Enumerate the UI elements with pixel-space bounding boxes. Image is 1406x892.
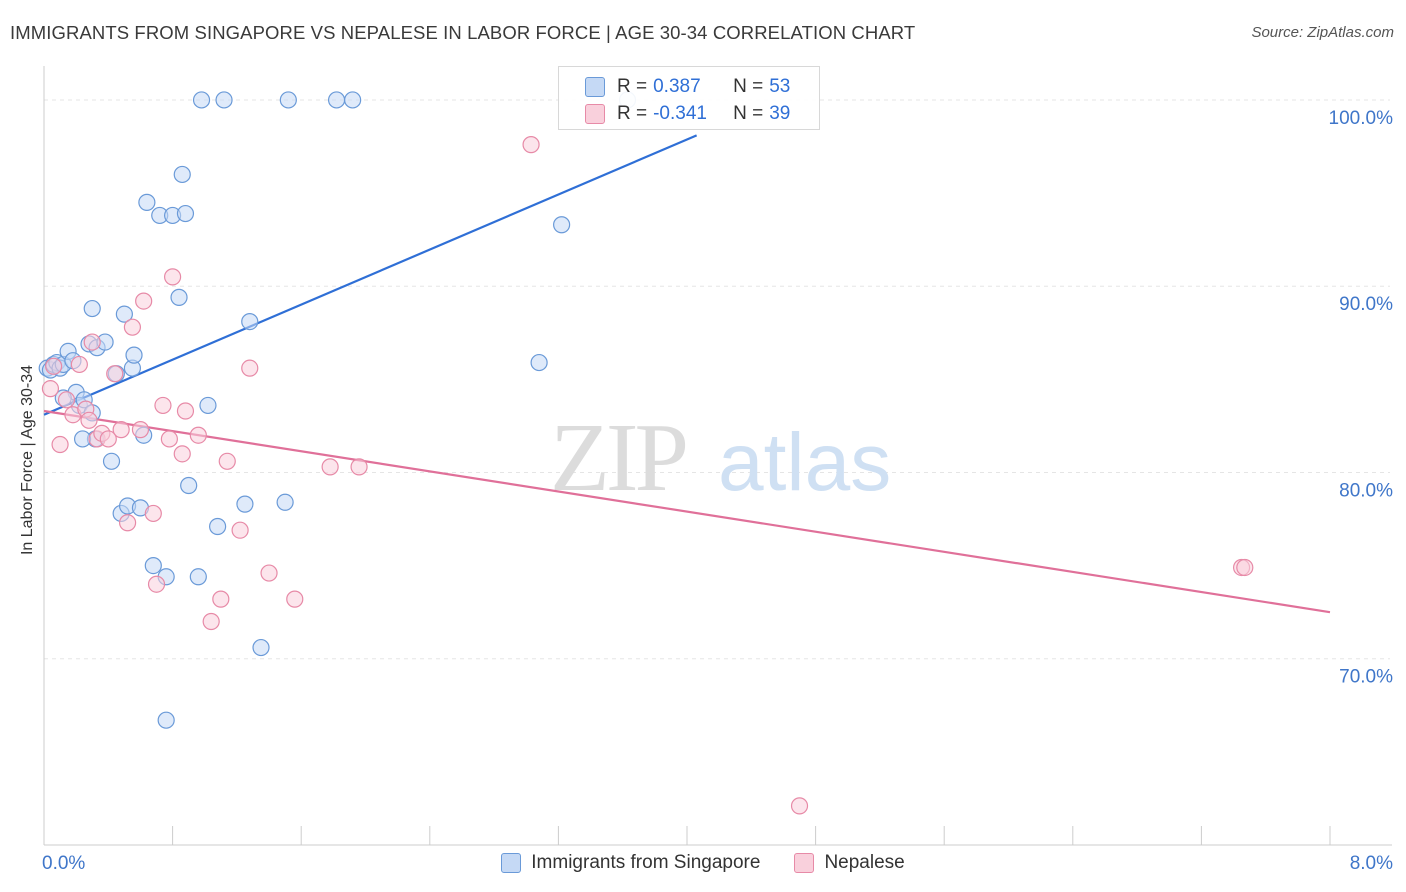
grid-lines — [44, 99, 1390, 660]
point-singapore — [138, 193, 156, 211]
point-singapore — [180, 476, 198, 495]
point-nepalese — [350, 458, 368, 476]
n-value: 53 — [769, 76, 791, 97]
trendline-singapore — [43, 134, 698, 416]
point-nepalese — [212, 590, 230, 608]
point-singapore — [199, 396, 217, 415]
point-nepalese — [321, 458, 339, 476]
legend-label-nepalese: Nepalese — [824, 852, 905, 873]
point-nepalese — [57, 391, 76, 409]
point-nepalese — [131, 421, 150, 439]
point-nepalese — [160, 430, 178, 448]
tick-labels: 100.0% 90.0% 80.0% 70.0% 0.0% 8.0% — [42, 108, 1393, 874]
point-nepalese — [286, 590, 304, 608]
n-label: N = — [733, 76, 764, 97]
point-nepalese — [164, 268, 182, 286]
y-tick-label: 80.0% — [1339, 480, 1393, 501]
point-singapore — [189, 568, 207, 586]
point-nepalese — [154, 396, 172, 415]
point-nepalese — [189, 426, 207, 444]
point-singapore — [215, 91, 233, 109]
point-nepalese — [522, 136, 540, 154]
trendline-nepalese — [43, 409, 1331, 614]
watermark-atlas: atlas — [718, 417, 891, 508]
swatch-nepalese — [585, 104, 605, 124]
point-nepalese — [41, 380, 60, 398]
point-nepalese — [45, 357, 63, 375]
point-nepalese — [790, 797, 809, 815]
n-label: N = — [733, 103, 764, 124]
point-singapore — [236, 495, 254, 513]
point-singapore — [173, 165, 191, 184]
legend-label-singapore: Immigrants from Singapore — [531, 852, 761, 873]
point-singapore — [241, 312, 259, 331]
point-singapore — [209, 517, 227, 536]
point-singapore — [530, 353, 548, 372]
legend-swatch-nepalese — [794, 853, 815, 873]
point-singapore — [279, 91, 297, 109]
bottom-legend: Immigrants from Singapore Nepalese — [0, 852, 1406, 874]
r-label: R = — [617, 76, 648, 97]
swatch-singapore — [585, 77, 605, 97]
point-singapore — [176, 204, 195, 223]
legend-swatch-singapore — [501, 853, 522, 873]
point-nepalese — [51, 435, 69, 454]
point-nepalese — [202, 612, 220, 631]
point-singapore — [170, 288, 188, 306]
point-nepalese — [83, 333, 101, 351]
source-label: Source: ZipAtlas.com — [1251, 24, 1394, 41]
point-nepalese — [173, 445, 191, 463]
r-value: 0.387 — [653, 76, 701, 97]
point-singapore — [252, 638, 270, 657]
point-nepalese — [147, 575, 166, 593]
point-nepalese — [123, 318, 142, 336]
point-singapore — [83, 299, 101, 318]
x-tick-label-max: 8.0% — [1350, 853, 1393, 874]
y-tick-label: 70.0% — [1339, 667, 1393, 688]
r-label: R = — [617, 103, 648, 124]
point-nepalese — [135, 292, 153, 310]
point-singapore — [327, 91, 346, 109]
point-nepalese — [260, 564, 278, 582]
point-nepalese — [1236, 558, 1254, 577]
point-nepalese — [70, 355, 88, 374]
x-tick-label-min: 0.0% — [42, 853, 85, 874]
r-value: -0.341 — [653, 103, 707, 124]
point-nepalese — [241, 359, 259, 377]
point-nepalese — [218, 452, 236, 470]
stats-legend: R = 0.387 N = 53 R = -0.341 N = 39 — [558, 66, 820, 130]
point-nepalese — [106, 365, 124, 383]
point-singapore — [102, 452, 121, 470]
point-nepalese — [176, 402, 195, 420]
point-nepalese — [99, 430, 117, 448]
point-nepalese — [144, 504, 162, 523]
legend-item-nepalese[interactable]: Nepalese — [794, 852, 905, 874]
y-tick-label: 100.0% — [1329, 108, 1394, 129]
y-tick-label: 90.0% — [1339, 294, 1393, 315]
point-singapore — [276, 493, 294, 511]
point-singapore — [73, 430, 92, 448]
point-singapore — [115, 305, 133, 323]
data-points — [38, 91, 1254, 815]
trendlines — [43, 134, 1331, 614]
axes — [43, 66, 1392, 846]
point-nepalese — [80, 411, 98, 429]
watermark: ZIP atlas — [550, 404, 891, 512]
point-singapore — [553, 216, 571, 234]
legend-item-singapore[interactable]: Immigrants from Singapore — [501, 852, 760, 874]
point-singapore — [344, 91, 362, 109]
chart-title: IMMIGRANTS FROM SINGAPORE VS NEPALESE IN… — [10, 22, 916, 43]
stats-row-nepalese: R = -0.341 N = 39 — [585, 100, 790, 128]
watermark-zip: ZIP — [550, 404, 685, 512]
point-singapore — [192, 91, 211, 109]
point-nepalese — [118, 514, 137, 532]
point-nepalese — [231, 521, 249, 539]
point-singapore — [157, 711, 175, 729]
point-nepalese — [112, 421, 130, 439]
n-value: 39 — [769, 103, 791, 124]
stats-row-singapore: R = 0.387 N = 53 — [585, 73, 790, 101]
point-singapore — [144, 557, 162, 575]
point-singapore — [125, 346, 143, 364]
